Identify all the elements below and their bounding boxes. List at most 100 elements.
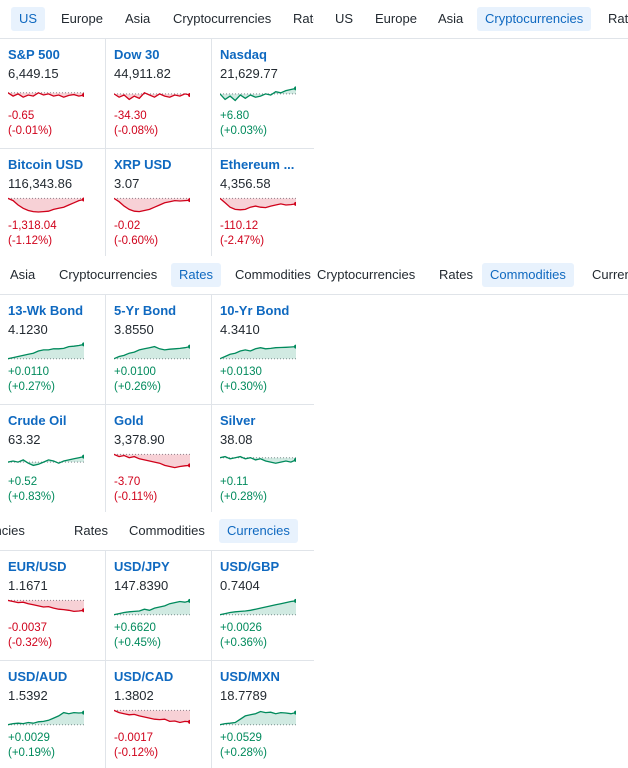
tab-rates[interactable]: Rates [171,263,221,287]
tab-us[interactable]: US [335,11,354,26]
quote-name[interactable]: Nasdaq [220,47,267,62]
quote-tile-dow-30[interactable]: Dow 30 44,911.82 -34.30 (-0.08%) [106,39,212,149]
quote-tile-usd-cad[interactable]: USD/CAD 1.3802 -0.0017 (-0.12%) [106,661,212,768]
quote-change: +0.0130 [220,366,262,378]
quote-change: +6.80 [220,110,250,122]
quote-name[interactable]: Gold [114,413,144,428]
tab-currencies-partial[interactable]: Currencies [0,523,25,538]
sparkline-last-point [82,710,84,715]
markets-panel-rates: Asia Cryptocurrencies Rates Commodities … [0,256,314,512]
tab-rates[interactable]: Rates [608,11,628,26]
quote-tile-ethereum[interactable]: Ethereum ... 4,356.58 -110.12 (-2.47%) [212,149,314,256]
tab-commodities[interactable]: Commodities [235,267,311,282]
sparkline-last-point [294,598,296,603]
quote-name[interactable]: XRP USD [114,157,172,172]
quote-tile-s-p-500[interactable]: S&P 500 6,449.15 -0.65 (-0.01%) [0,39,106,149]
quote-tile-usd-jpy[interactable]: USD/JPY 147.8390 +0.6620 (+0.45%) [106,551,212,661]
quote-tile-silver[interactable]: Silver 38.08 +0.11 (+0.28%) [212,405,314,512]
sparkline-chart [8,92,84,98]
quote-name[interactable]: Crude Oil [8,413,67,428]
quote-change-percent: (-0.32%) [8,637,53,649]
quote-tile-nasdaq[interactable]: Nasdaq 21,629.77 +6.80 (+0.03%) [212,39,314,149]
tab-us[interactable]: US [11,7,46,31]
tab-europe[interactable]: Europe [61,11,103,26]
quote-tile-usd-mxn[interactable]: USD/MXN 18.7789 +0.0529 (+0.28%) [212,661,314,768]
tab-europe[interactable]: Europe [375,11,417,26]
tab-currencies[interactable]: Currencies [219,519,298,543]
quote-tile-gold[interactable]: Gold 3,378.90 -3.70 (-0.11%) [106,405,212,512]
tab-commodities[interactable]: Commodities [129,523,205,538]
sparkline-line [114,92,190,101]
sparkline-chart [8,342,84,360]
sparkline-area [220,346,296,359]
quote-name[interactable]: USD/MXN [220,669,280,684]
tab-rates[interactable]: Rates [74,523,108,538]
tab-cryptocurrencies[interactable]: Cryptocurrencies [317,267,416,282]
quote-tile-5-yr-bond[interactable]: 5-Yr Bond 3.8550 +0.0100 (+0.26%) [106,295,212,405]
quote-name[interactable]: USD/CAD [114,669,174,684]
tab-cryptocurrencies[interactable]: Cryptocurrencies [59,267,158,282]
quote-change: -0.65 [8,110,35,122]
sparkline-line [220,87,296,102]
sparkline-chart [114,709,190,724]
quote-tile-eur-usd[interactable]: EUR/USD 1.1671 -0.0037 (-0.32%) [0,551,106,661]
quote-name[interactable]: USD/JPY [114,559,170,574]
quote-tile-usd-gbp[interactable]: USD/GBP 0.7404 +0.0026 (+0.36%) [212,551,314,661]
quote-change-percent: (+0.83%) [8,491,55,503]
quote-price: 63.32 [8,432,41,447]
quote-tile-bitcoin-usd[interactable]: Bitcoin USD 116,343.86 -1,318.04 (-1.12%) [0,149,106,256]
tab-cryptocurrencies[interactable]: Cryptocurrencies [173,11,272,26]
quote-price: 38.08 [220,432,253,447]
quote-tile-xrp-usd[interactable]: XRP USD 3.07 -0.02 (-0.60%) [106,149,212,256]
quote-name[interactable]: 5-Yr Bond [114,303,177,318]
sparkline-area [220,88,296,101]
quote-name[interactable]: Ethereum ... [220,157,295,172]
sparkline-last-point [82,454,84,459]
tab-asia[interactable]: Asia [438,11,464,26]
quote-name[interactable]: Silver [220,413,256,428]
quote-price: 3.8550 [114,322,154,337]
sparkline-last-point [188,719,190,724]
quote-name[interactable]: 13-Wk Bond [8,303,84,318]
tab-asia[interactable]: Asia [10,267,36,282]
quote-change-percent: (+0.30%) [220,381,267,393]
sparkline-chart [114,197,190,213]
quote-tile-crude-oil[interactable]: Crude Oil 63.32 +0.52 (+0.83%) [0,405,106,512]
quote-change: +0.0100 [114,366,156,378]
quote-change: -0.0037 [8,622,48,634]
quote-tile-13-wk-bond[interactable]: 13-Wk Bond 4.1230 +0.0110 (+0.27%) [0,295,106,405]
sparkline-line [8,711,84,726]
quote-name[interactable]: 10-Yr Bond [220,303,290,318]
sparkline-last-point [188,93,190,97]
quote-name[interactable]: EUR/USD [8,559,67,574]
quote-change: -1,318.04 [8,220,57,232]
tab-commodities[interactable]: Commodities [482,263,574,287]
quote-name[interactable]: S&P 500 [8,47,60,62]
sparkline-last-point [294,86,296,91]
quote-change-percent: (-0.12%) [114,747,159,759]
tab-rates[interactable]: Rates [439,267,473,282]
sparkline-line [220,600,296,616]
tab-rates[interactable]: Rates [293,11,314,26]
quote-name[interactable]: Dow 30 [114,47,160,62]
sparkline-last-point [294,457,296,462]
quote-tile-10-yr-bond[interactable]: 10-Yr Bond 4.3410 +0.0130 (+0.30%) [212,295,314,405]
sparkline-chart [8,454,84,467]
quote-name[interactable]: USD/GBP [220,559,280,574]
quote-change-percent: (+0.19%) [8,747,55,759]
sparkline-chart [220,598,296,616]
quote-price: 1.1671 [8,578,48,593]
sparkline-line [8,455,84,467]
quote-change: +0.0529 [220,732,262,744]
tab-cryptocurrencies[interactable]: Cryptocurrencies [477,7,592,31]
quote-change: +0.52 [8,476,38,488]
quote-name[interactable]: Bitcoin USD [8,157,84,172]
tab-currencies[interactable]: Currencies [592,267,628,282]
sparkline-line [114,600,190,616]
quote-tile-usd-aud[interactable]: USD/AUD 1.5392 +0.0029 (+0.19%) [0,661,106,768]
tab-asia[interactable]: Asia [125,11,151,26]
tab-bar: Currencies Rates Commodities Currencies [0,512,314,551]
sparkline-last-point [294,344,296,349]
markets-panel-crypto: US Europe Asia Cryptocurrencies Rates [314,0,628,256]
quote-name[interactable]: USD/AUD [8,669,68,684]
